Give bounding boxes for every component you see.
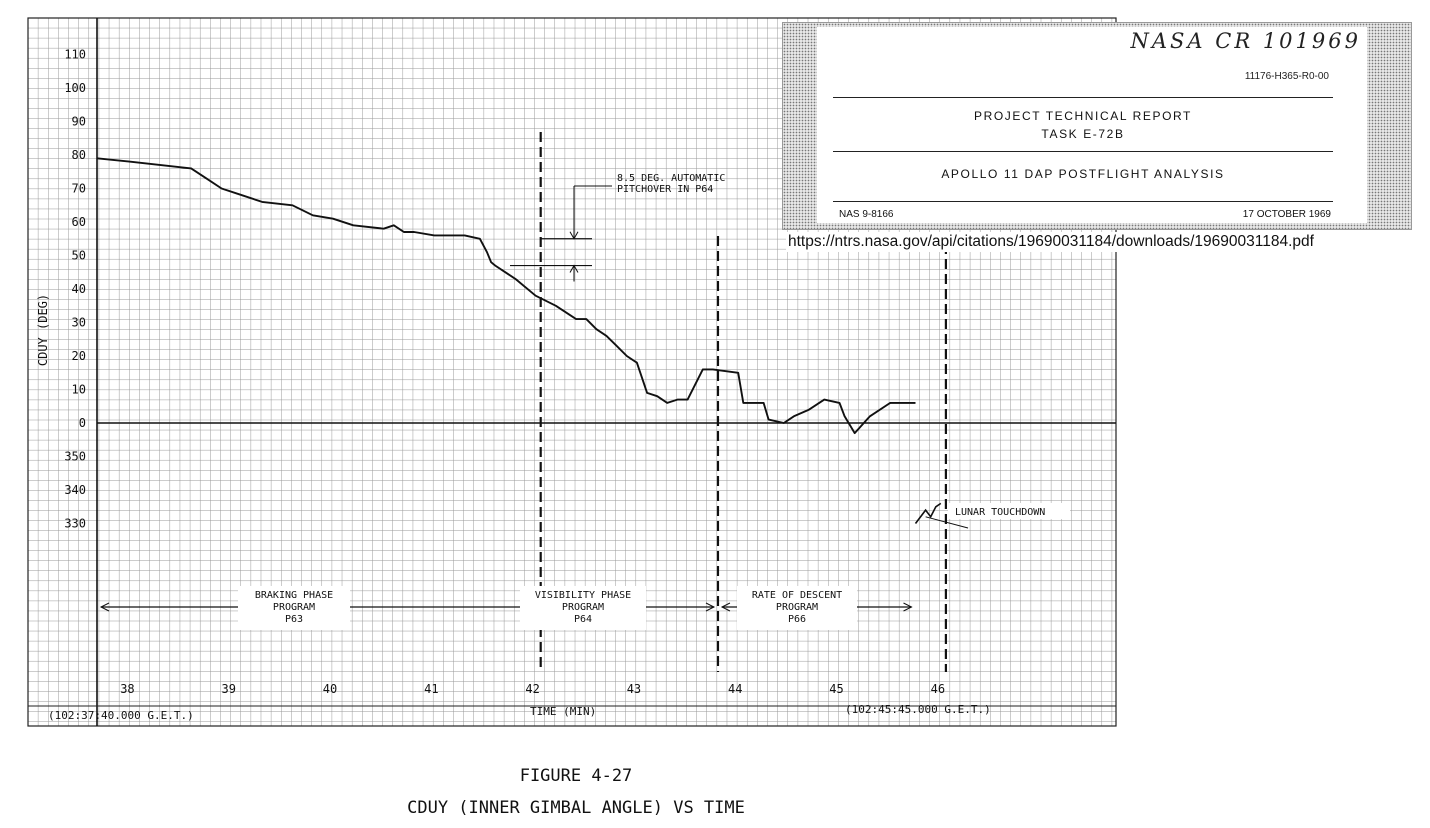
- report-type: PROJECT TECHNICAL REPORT: [974, 109, 1192, 123]
- y-tick-label: 40: [72, 282, 86, 296]
- phase-label-line: P66: [788, 614, 806, 625]
- cduy-trace: [96, 157, 916, 435]
- y-tick-label: 80: [72, 148, 86, 162]
- y-tick-label: 110: [64, 48, 86, 62]
- touchdown-leader: [925, 516, 969, 529]
- x-tick-label: 44: [728, 682, 742, 696]
- phase-label-line: PROGRAM: [776, 602, 818, 613]
- phase-label-box: [238, 586, 350, 630]
- figure-title: CDUY (INNER GIMBAL ANGLE) VS TIME: [407, 798, 745, 818]
- phase-label-line: VISIBILITY PHASE: [535, 590, 631, 601]
- x-tick-label: 38: [120, 682, 134, 696]
- y-tick-label: 330: [64, 517, 86, 531]
- phase-label-line: P64: [574, 614, 592, 625]
- report-cover-inset: NASA CR 101969 11176-H365-R0-00 PROJECT …: [782, 22, 1412, 230]
- y-tick-label: 350: [64, 450, 86, 464]
- y-tick-label: 20: [72, 349, 86, 363]
- document-number: 11176-H365-R0-00: [1244, 71, 1329, 82]
- phase-label-box: [737, 586, 857, 630]
- x-tick-label: 40: [323, 682, 337, 696]
- phase-label-line: P63: [285, 614, 303, 625]
- y-tick-label: 70: [72, 182, 86, 196]
- x-tick-label: 45: [829, 682, 843, 696]
- y-tick-label: 100: [64, 81, 86, 95]
- pitchover-label-line2: PITCHOVER IN P64: [617, 184, 713, 195]
- y-tick-label: 50: [72, 249, 86, 263]
- phase-label-box: [520, 586, 646, 630]
- source-url[interactable]: https://ntrs.nasa.gov/api/citations/1969…: [786, 232, 1316, 252]
- phase-label-line: BRAKING PHASE: [255, 590, 333, 601]
- rule-bottom: [833, 201, 1333, 202]
- pitchover-arrowhead-lower: [569, 264, 579, 273]
- y-axis-label: CDUY (DEG): [36, 294, 50, 366]
- report-cover: NASA CR 101969 11176-H365-R0-00 PROJECT …: [817, 27, 1367, 223]
- x-tick-label: 43: [627, 682, 641, 696]
- figure-number: FIGURE 4-27: [519, 766, 633, 786]
- y-tick-label: 0: [79, 416, 86, 430]
- y-tick-label: 30: [72, 316, 86, 330]
- x-tick-label: 41: [424, 682, 438, 696]
- x-axis-label: TIME (MIN): [530, 705, 596, 718]
- phase-label-line: RATE OF DESCENT: [752, 590, 842, 601]
- task-number: TASK E-72B: [1041, 127, 1125, 141]
- phase-arrowhead-right: [903, 602, 913, 612]
- touchdown-trace: [914, 502, 942, 524]
- phase-label-line: PROGRAM: [273, 602, 315, 613]
- phase-label-line: PROGRAM: [562, 602, 604, 613]
- x-tick-label: 42: [525, 682, 539, 696]
- handwritten-report-number: NASA CR 101969: [1130, 29, 1361, 53]
- plot-frame: [27, 17, 1117, 727]
- phase-arrowhead-left: [99, 602, 110, 612]
- phase-arrowhead-right: [705, 602, 716, 612]
- touchdown-label-box: [948, 503, 1070, 519]
- x-tick-label: 39: [222, 682, 236, 696]
- y-tick-label: 90: [72, 115, 86, 129]
- phase-arrowhead-left: [720, 602, 731, 612]
- y-tick-label: 60: [72, 215, 86, 229]
- rule-top: [833, 97, 1333, 98]
- x-tick-label: 46: [931, 682, 945, 696]
- report-date: 17 OCTOBER 1969: [1242, 209, 1331, 220]
- y-tick-label: 10: [72, 383, 86, 397]
- pitchover-arrowhead-upper: [569, 231, 579, 240]
- pitchover-label-line1: 8.5 DEG. AUTOMATIC: [617, 173, 725, 184]
- x-start-label: (102:37:40.000 G.E.T.): [48, 709, 194, 722]
- contract-number: NAS 9-8166: [839, 209, 894, 220]
- report-title: APOLLO 11 DAP POSTFLIGHT ANALYSIS: [941, 167, 1225, 181]
- rule-middle: [833, 151, 1333, 152]
- x-end-label: (102:45:45.000 G.E.T.): [845, 703, 991, 716]
- y-tick-label: 340: [64, 483, 86, 497]
- touchdown-label: LUNAR TOUCHDOWN: [955, 507, 1045, 518]
